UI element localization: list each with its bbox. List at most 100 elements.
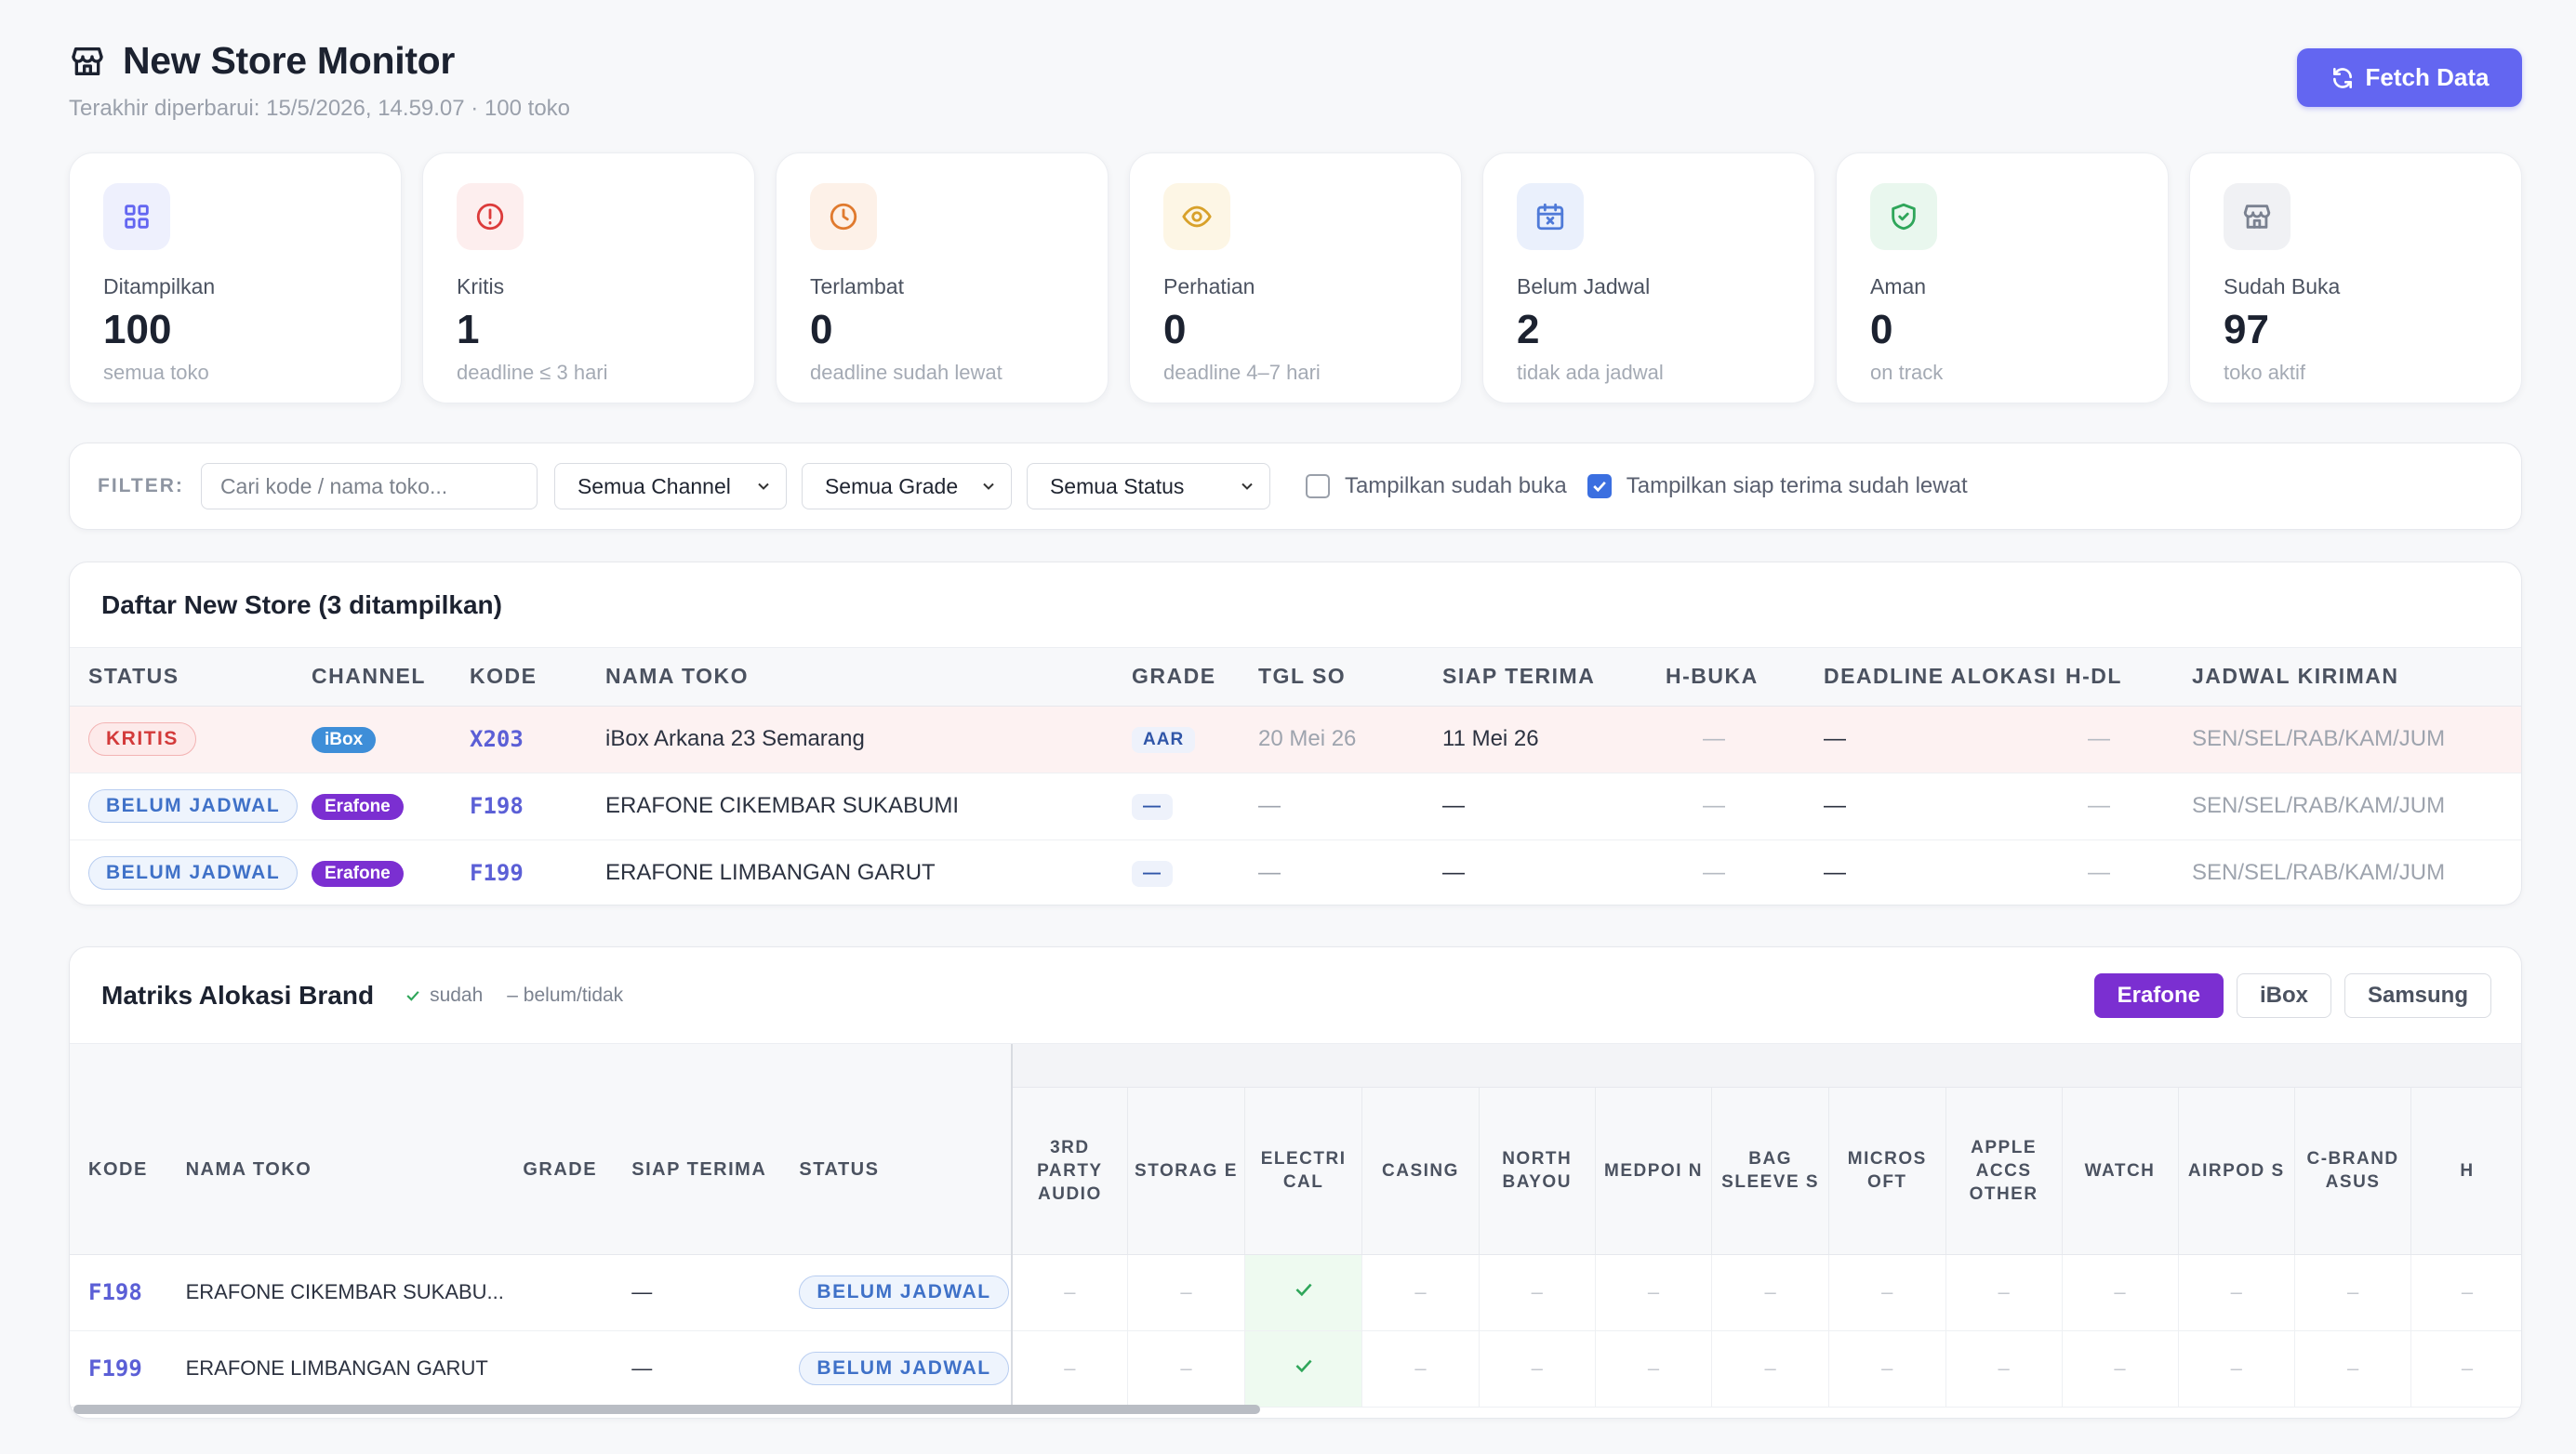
table-cell: — [1666,773,1824,840]
clock-icon [830,203,857,231]
column-header[interactable]: SIAP TERIMA [1442,648,1666,707]
matrix-column-header[interactable]: SIAP TERIMA [631,1087,800,1255]
stat-value: 0 [1870,307,1893,352]
store-code-link[interactable]: F198 [88,1279,142,1305]
status-badge: BELUM JADWAL [799,1276,1009,1309]
grade-badge: — [1132,794,1173,820]
store-code-link[interactable]: F199 [470,859,524,886]
column-header[interactable]: CHANNEL [312,648,470,707]
deadline-alokasi: — [1824,793,1846,818]
table-row[interactable]: BELUM JADWAL Erafone F199 ERAFONE LIMBANGAN… [70,839,2521,905]
deadline-alokasi: — [1824,726,1846,751]
brand-column-header[interactable]: STORAG E [1126,1087,1245,1255]
table-cell: SEN/SEL/RAB/KAM/JUM [2192,706,2521,773]
stat-value: 0 [810,307,833,352]
matrix-column-header[interactable]: STATUS [799,1087,1013,1255]
brand-column-header[interactable]: AIRPOD S [2177,1087,2295,1255]
show-ready-checkbox[interactable] [1587,474,1612,498]
h-dl: — [2088,793,2110,818]
column-header[interactable]: DEADLINE ALOKASI [1824,648,2065,707]
empty-cell: – [2410,1254,2521,1331]
column-header[interactable]: H-BUKA [1666,648,1824,707]
table-row[interactable]: BELUM JADWAL Erafone F198 ERAFONE CIKEMBAR … [70,773,2521,840]
h-buka: — [1703,793,1725,818]
show-open-toggle[interactable]: Tampilkan sudah buka [1305,473,1567,499]
matrix-column-header[interactable]: NAMA TOKO [185,1087,524,1255]
column-header[interactable]: H-DL [2065,648,2192,707]
scrollbar-thumb[interactable] [73,1405,1260,1414]
table-cell: — [2065,773,2192,840]
brand-column-header[interactable]: 3RD PARTY AUDIO [1011,1087,1128,1255]
column-header[interactable]: KODE [470,648,605,707]
table-cell: iBox [312,706,470,773]
table-row[interactable]: F198 ERAFONE CIKEMBAR SUKABU... — BELUM JAD… [70,1254,2521,1331]
column-header[interactable]: NAMA TOKO [605,648,1132,707]
stat-card-ditampilkan: Ditampilkan 100 semua toko [69,152,402,403]
matrix-cell [523,1330,632,1408]
empty-cell: – [2294,1330,2411,1408]
store-name: iBox Arkana 23 Semarang [605,726,865,751]
table-cell: Erafone [312,839,470,905]
brand-column-header[interactable]: CASING [1361,1087,1480,1255]
siap-terima: 11 Mei 26 [1442,726,1539,751]
fetch-data-button[interactable]: Fetch Data [2297,48,2522,107]
store-list-title: Daftar New Store (3 ditampilkan) [101,589,502,619]
show-open-checkbox[interactable] [1305,474,1330,498]
grade-select[interactable]: Semua Grade [801,463,1012,509]
legend-not-label: – belum/tidak [507,984,624,1006]
matrix-column-header[interactable]: KODE [70,1087,186,1255]
allocated-cell [1243,1330,1362,1408]
store-code-link[interactable]: X203 [470,725,524,752]
column-header[interactable]: GRADE [1132,648,1258,707]
empty-cell: – [1126,1254,1245,1331]
matrix-cell: — [631,1330,800,1408]
store-code-link[interactable]: F198 [470,792,524,819]
brand-tab-ibox[interactable]: iBox [2236,973,2331,1018]
brand-column-header[interactable]: C-BRAND ASUS [2294,1087,2411,1255]
column-header[interactable]: STATUS [70,648,312,707]
empty-mark: – [1881,1356,1893,1380]
brand-column-header[interactable]: MEDPOI N [1594,1087,1712,1255]
brand-column-header[interactable]: ELECTRI CAL [1243,1087,1362,1255]
brand-column-header[interactable]: NORTH BAYOU [1478,1087,1596,1255]
tgl-so: — [1258,793,1281,818]
brand-tab-samsung[interactable]: Samsung [2344,973,2491,1018]
status-badge: BELUM JADWAL [799,1352,1009,1385]
brand-tab-erafone[interactable]: Erafone [2093,973,2224,1018]
table-row[interactable]: KRITIS iBox X203 iBox Arkana 23 Semarang AAR… [70,706,2521,773]
brand-column-header[interactable]: APPLE ACCS OTHER [1945,1087,2063,1255]
matrix-cell [523,1254,632,1331]
stat-sub: semua toko [103,361,209,384]
brand-column-header[interactable]: H [2410,1087,2521,1255]
empty-cell: – [1126,1330,1245,1408]
empty-mark: – [1998,1280,2010,1303]
brand-column-header[interactable]: WATCH [2061,1087,2179,1255]
matrix-column-header[interactable]: GRADE [523,1087,632,1255]
empty-cell: – [1827,1330,1946,1408]
table-row[interactable]: F199 ERAFONE LIMBANGAN GARUT — BELUM JADWAL… [70,1330,2521,1408]
empty-cell: – [1827,1254,1946,1331]
column-header[interactable]: TGL SO [1258,648,1442,707]
stat-label: Perhatian [1163,274,1255,298]
empty-cell: – [2177,1330,2295,1408]
brand-column-header[interactable]: MICROS OFT [1827,1087,1946,1255]
allocated-cell [1243,1254,1362,1331]
brand-matrix-header: Matriks Alokasi Brand sudah – belum/tida… [70,947,2521,1044]
column-header[interactable]: JADWAL KIRIMAN [2192,648,2521,707]
eye-icon [1182,205,1212,228]
last-updated-text: Terakhir diperbarui: 15/5/2026, 14.59.07… [69,96,571,121]
horizontal-scrollbar[interactable] [70,1405,2521,1416]
channel-select[interactable]: Semua Channel [553,463,787,509]
search-input[interactable] [200,463,538,509]
store-code-link[interactable]: F199 [88,1355,142,1381]
table-cell: SEN/SEL/RAB/KAM/JUM [2192,839,2521,905]
table-cell: F198 [470,773,605,840]
legend-done-label: sudah [430,984,484,1006]
brand-column-header[interactable]: BAG SLEEVE S [1711,1087,1829,1255]
empty-cell: – [2294,1254,2411,1331]
table-cell: iBox Arkana 23 Semarang [605,706,1132,773]
header: New Store Monitor Terakhir diperbarui: 1… [69,39,2522,123]
status-select[interactable]: Semua Status [1026,463,1270,509]
show-ready-toggle[interactable]: Tampilkan siap terima sudah lewat [1587,473,1968,499]
